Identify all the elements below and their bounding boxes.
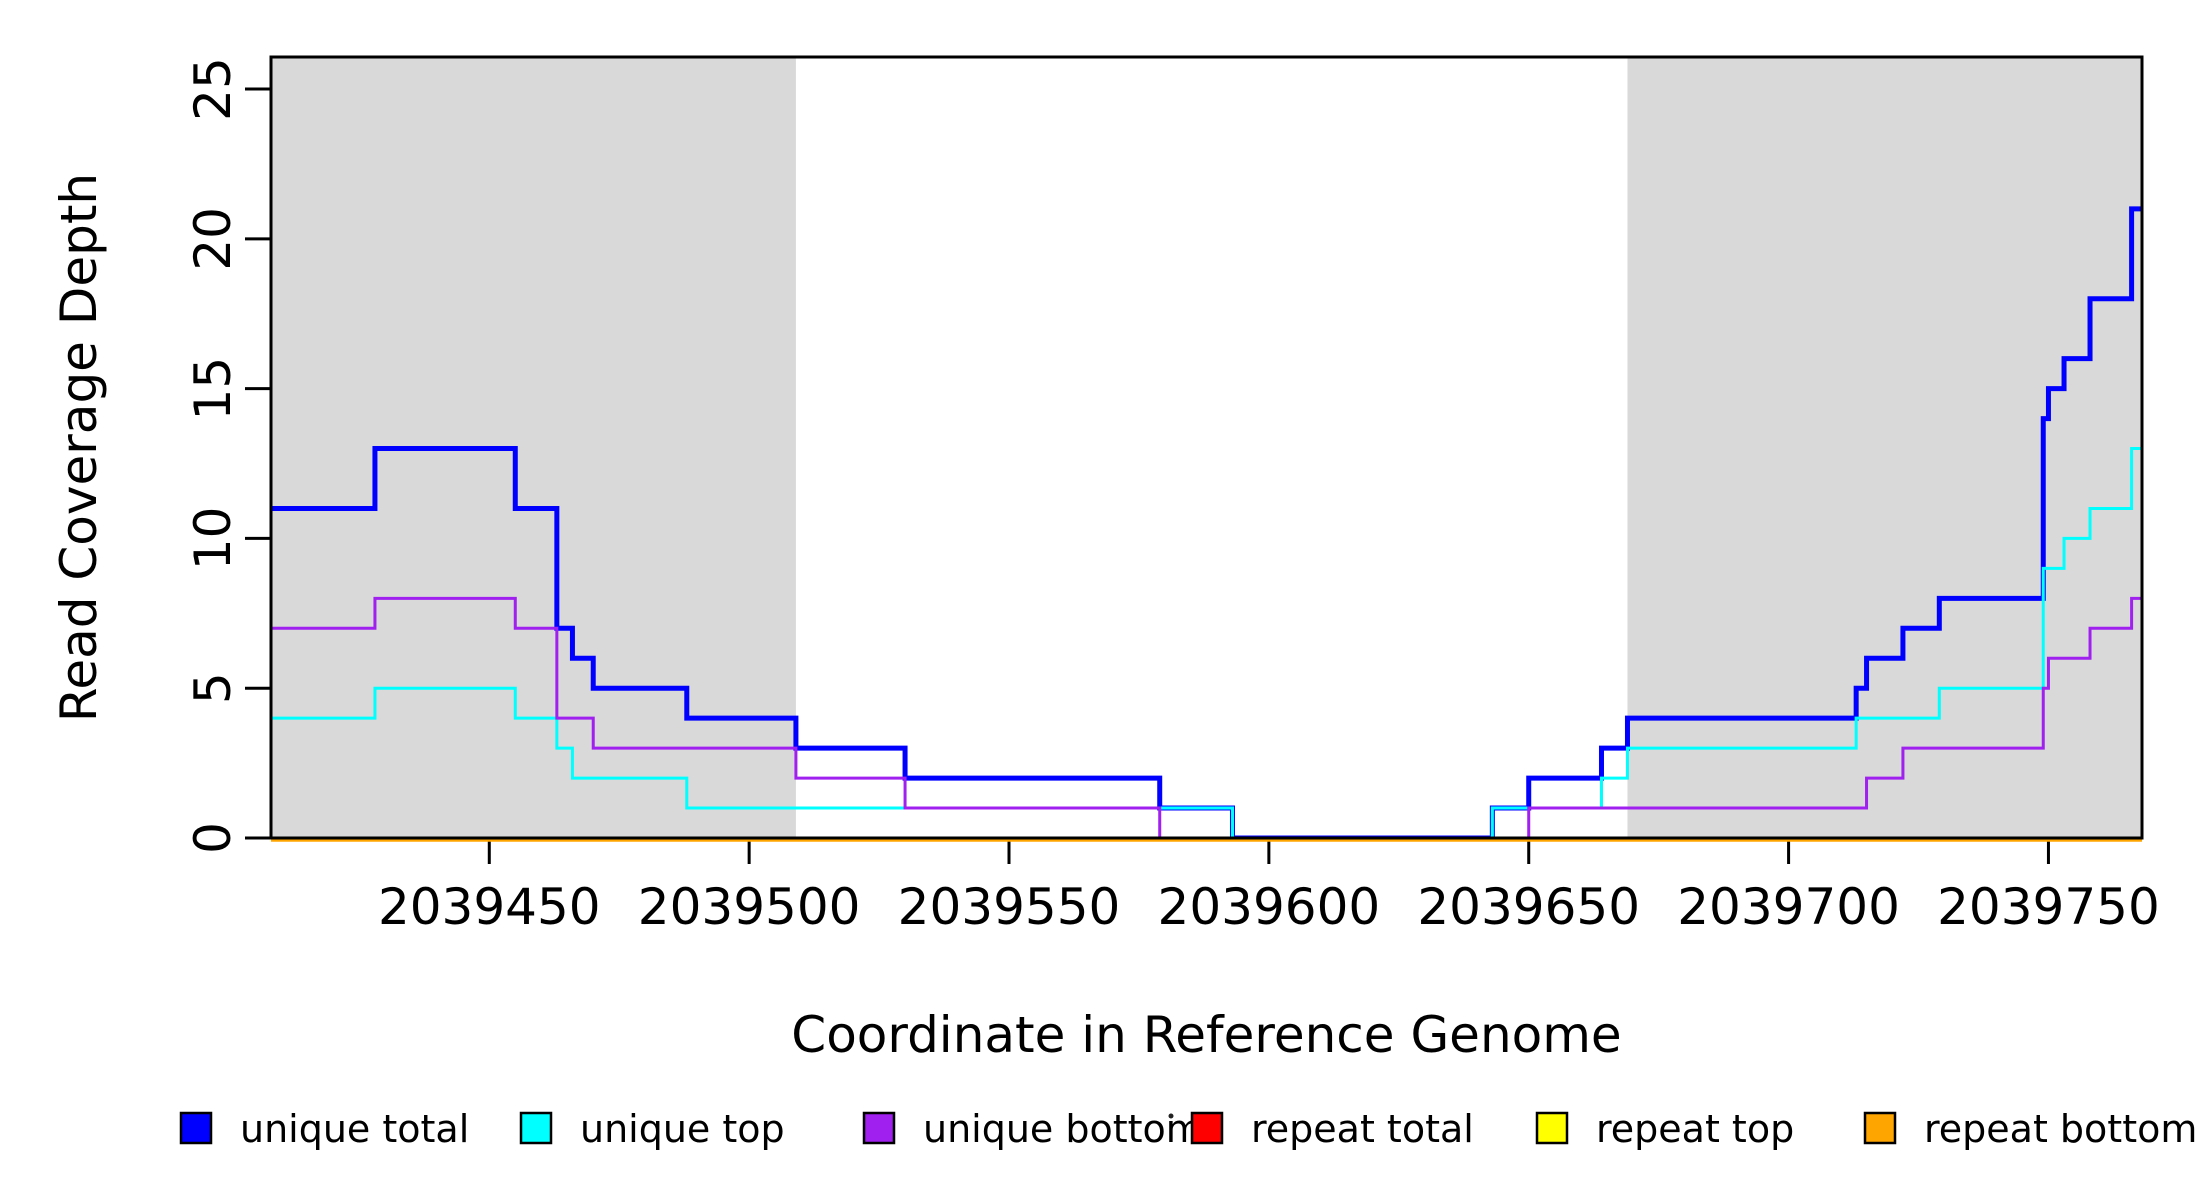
legend-swatch-icon: [179, 1111, 213, 1145]
x-axis-tick-label: 2039600: [1158, 878, 1381, 936]
x-axis-tick-label: 2039750: [1937, 878, 2160, 936]
x-axis-tick-label: 2039700: [1677, 878, 1900, 936]
y-axis-tick-label: 10: [184, 507, 242, 571]
legend-label: repeat top: [1596, 1107, 1794, 1151]
x-axis-tick-label: 2039650: [1417, 878, 1640, 936]
stray-speck: [1168, 1113, 1174, 1119]
legend-label: repeat total: [1251, 1107, 1474, 1151]
series-line-unique-top: [271, 447, 2142, 840]
x-axis-tick-label: 2039500: [638, 878, 861, 936]
y-axis-tick-label: 0: [184, 822, 242, 854]
legend-item-repeat-bottom: repeat bottom: [1863, 1107, 2197, 1151]
legend-label: unique bottom: [923, 1107, 1203, 1151]
y-axis-tick-label: 5: [184, 672, 242, 704]
legend-swatch-icon: [1190, 1111, 1224, 1145]
shaded-region-right-repeat-flank: [1627, 57, 2142, 838]
y-axis-tick-label: 20: [184, 207, 242, 271]
x-axis-tick-label: 2039450: [378, 878, 601, 936]
legend-label: repeat bottom: [1924, 1107, 2197, 1151]
legend-label: unique total: [240, 1107, 469, 1151]
y-axis-tick-label: 25: [184, 57, 242, 121]
series-line-unique-total: [271, 206, 2142, 841]
legend-item-unique-total: unique total: [179, 1107, 469, 1151]
y-axis-title: Read Coverage Depth: [50, 173, 108, 722]
legend-swatch-icon: [519, 1111, 553, 1145]
legend-label: unique top: [580, 1107, 785, 1151]
legend-swatch-icon: [1535, 1111, 1569, 1145]
x-axis-title: Coordinate in Reference Genome: [791, 1006, 1621, 1064]
y-axis-tick-label: 15: [184, 357, 242, 421]
shaded-region-left-repeat-flank: [271, 57, 796, 838]
x-axis-tick-label: 2039550: [898, 878, 1121, 936]
legend-item-repeat-total: repeat total: [1190, 1107, 1474, 1151]
legend-item-repeat-top: repeat top: [1535, 1107, 1794, 1151]
plot-box: [269, 55, 2144, 840]
legend-item-unique-top: unique top: [519, 1107, 785, 1151]
legend-swatch-icon: [1863, 1111, 1897, 1145]
legend-item-unique-bottom: unique bottom: [862, 1107, 1203, 1151]
legend-swatch-icon: [862, 1111, 896, 1145]
